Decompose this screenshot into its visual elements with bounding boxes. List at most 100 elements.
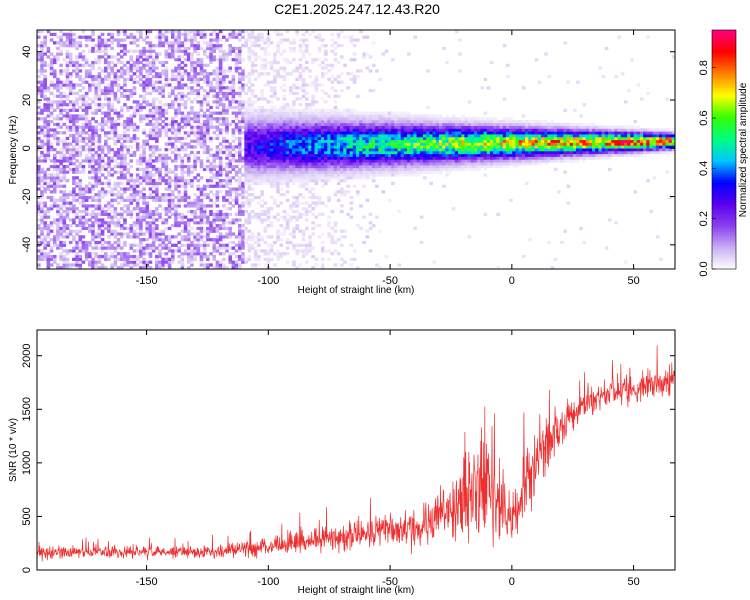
spectrogram-cell bbox=[253, 153, 258, 157]
spectrogram-cell bbox=[183, 35, 188, 39]
spectrogram-cell bbox=[279, 243, 284, 247]
spectrogram-cell bbox=[78, 41, 83, 45]
spectrogram-cell bbox=[212, 254, 217, 259]
spectrogram-cell bbox=[151, 97, 156, 101]
spectrogram-cell bbox=[237, 254, 242, 259]
spectrogram-cell bbox=[266, 179, 271, 183]
spectrogram-cell bbox=[151, 108, 156, 112]
spectrogram-cell bbox=[170, 32, 175, 37]
spectrogram-cell bbox=[301, 164, 306, 169]
spectrogram-cell bbox=[199, 212, 204, 216]
spectrogram-cell bbox=[346, 122, 351, 126]
spectrogram-cell bbox=[43, 257, 47, 261]
spectrogram-cell bbox=[269, 156, 274, 160]
spectrogram-cell bbox=[94, 44, 99, 48]
spectrogram-cell bbox=[282, 134, 287, 138]
spectrogram-cell bbox=[119, 60, 124, 65]
spectrogram-cell bbox=[285, 142, 290, 146]
spectrogram-cell bbox=[148, 215, 153, 219]
spectrogram-cell bbox=[170, 198, 175, 202]
spectrogram-cell bbox=[97, 66, 102, 70]
spectrogram-cell bbox=[183, 30, 188, 34]
spectrogram-cell bbox=[196, 150, 201, 155]
spectrogram-cell bbox=[177, 179, 181, 183]
spectrogram-cell bbox=[295, 179, 299, 183]
spectrogram-cell bbox=[237, 136, 242, 141]
spectrogram-cell bbox=[234, 32, 239, 37]
spectrogram-cell bbox=[49, 60, 54, 65]
spectrogram-cell bbox=[333, 224, 338, 228]
spectrogram-cell bbox=[320, 117, 325, 121]
spectrogram-cell bbox=[151, 128, 156, 132]
spectrogram-cell bbox=[333, 170, 338, 174]
spectrogram-cell bbox=[228, 221, 232, 225]
spectrogram-cell bbox=[183, 125, 188, 129]
spectrogram-cell bbox=[320, 266, 325, 270]
spectrogram-cell bbox=[314, 159, 319, 163]
spectrogram-cell bbox=[81, 94, 86, 98]
spectrogram-cell bbox=[132, 257, 137, 261]
spectrogram-cell bbox=[170, 131, 175, 135]
spectrogram-cell bbox=[324, 142, 328, 146]
spectrogram-cell bbox=[43, 156, 47, 160]
spectrogram-cell bbox=[237, 263, 242, 267]
spectrogram-cell bbox=[123, 257, 127, 261]
spectrogram-cell bbox=[276, 148, 280, 152]
spectrogram-cell bbox=[301, 148, 306, 152]
spectrogram-cell bbox=[52, 260, 57, 264]
spectrogram-cell bbox=[91, 226, 95, 231]
spectrogram-cell bbox=[126, 60, 130, 65]
spectrogram-cell bbox=[107, 162, 111, 166]
spectrogram-cell bbox=[72, 209, 76, 214]
spectrogram-cell bbox=[359, 128, 363, 132]
spectrogram-cell bbox=[247, 49, 252, 53]
spectrogram-cell bbox=[327, 164, 331, 169]
spectrogram-cell bbox=[263, 263, 268, 267]
spectrogram-cell bbox=[75, 170, 79, 174]
spectrogram-cell bbox=[37, 181, 41, 186]
spectrogram-cell bbox=[234, 170, 239, 174]
spectrogram-cell bbox=[324, 159, 328, 163]
spectrogram-cell bbox=[100, 229, 105, 233]
spectrogram-cell bbox=[228, 35, 232, 39]
spectrogram-cell bbox=[88, 187, 92, 191]
spectrogram-cell bbox=[126, 162, 130, 166]
spectrogram-cell bbox=[282, 232, 287, 236]
spectrogram-cell bbox=[59, 91, 63, 96]
spectrogram-cell bbox=[113, 184, 118, 188]
spectrogram-cell bbox=[279, 105, 284, 110]
spectrogram-cell bbox=[142, 83, 146, 87]
spectrogram-cell bbox=[43, 246, 47, 250]
spectrogram-cell bbox=[209, 164, 213, 169]
spectrogram-cell bbox=[311, 221, 315, 225]
spectrogram-cell bbox=[266, 111, 271, 115]
spectrogram-cell bbox=[119, 181, 124, 186]
spectrogram-cell bbox=[257, 156, 261, 160]
spectrogram-cell bbox=[43, 204, 47, 208]
spectrogram-cell bbox=[346, 35, 351, 39]
spectrogram-cell bbox=[75, 131, 79, 135]
spectrogram-cell bbox=[183, 184, 188, 188]
spectrogram-cell bbox=[225, 58, 229, 62]
spectrogram-cell bbox=[304, 164, 309, 169]
spectrogram-cell bbox=[68, 44, 73, 48]
spectrogram-cell bbox=[308, 240, 312, 245]
spectrogram-cell bbox=[52, 148, 57, 152]
spectrogram-cell bbox=[282, 159, 287, 163]
spectrogram-cell bbox=[199, 263, 204, 267]
spectrogram-cell bbox=[279, 128, 284, 132]
spectrogram-cell bbox=[107, 170, 111, 174]
spectrogram-cell bbox=[301, 254, 306, 259]
spectrogram-cell bbox=[340, 136, 344, 141]
spectrogram-cell bbox=[158, 117, 162, 121]
spectrogram-cell bbox=[193, 117, 197, 121]
spectrogram-cell bbox=[206, 119, 210, 124]
spectrogram-cell bbox=[158, 215, 162, 219]
spectrogram-cell bbox=[180, 254, 185, 259]
spectrogram-cell bbox=[196, 184, 201, 188]
spectrogram-cell bbox=[295, 176, 299, 180]
spectrogram-cell bbox=[88, 125, 92, 129]
spectrogram-cell bbox=[247, 148, 252, 152]
spectrogram-cell bbox=[196, 83, 201, 87]
spectrogram-cell bbox=[215, 136, 220, 141]
